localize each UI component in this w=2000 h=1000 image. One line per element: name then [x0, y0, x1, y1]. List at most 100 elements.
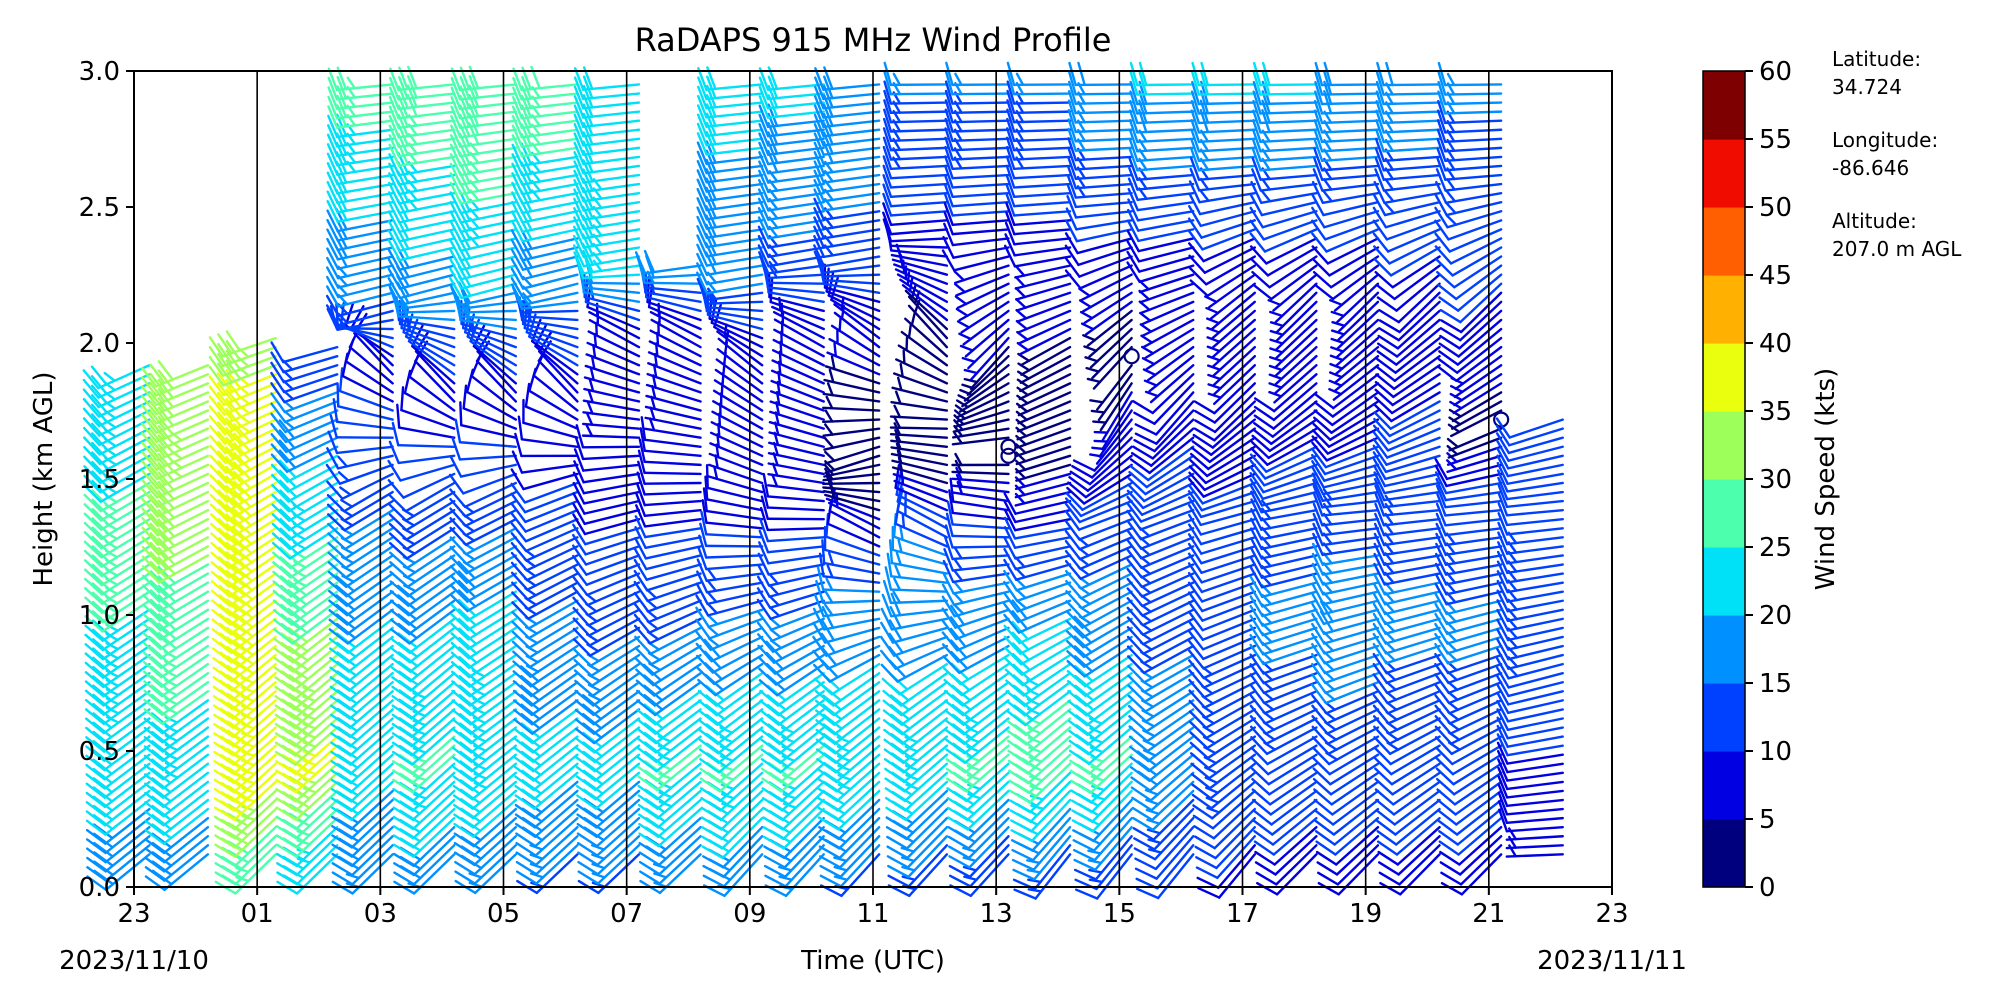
wind-barb — [1375, 264, 1441, 301]
wind-barb — [141, 563, 210, 594]
wind-barb — [758, 251, 825, 275]
wind-barb — [1250, 436, 1318, 466]
wind-barb — [1065, 572, 1133, 600]
altitude-label: Altitude: — [1832, 209, 1917, 233]
wind-barb — [1014, 463, 1072, 482]
wind-barb — [515, 844, 579, 885]
wind-barb — [1187, 533, 1257, 555]
x-axis: 23 01 03 05 07 09 11 13 15 17 19 21 23 — [117, 887, 1629, 929]
wind-barb — [1206, 318, 1257, 359]
wind-barb — [1497, 758, 1564, 782]
wind-barb — [957, 373, 1010, 408]
wind-barb — [1012, 835, 1072, 881]
wind-barb — [143, 690, 210, 726]
wind-barb — [328, 617, 394, 655]
wind-barb — [517, 415, 579, 448]
wind-barb — [82, 391, 151, 418]
wind-barb — [1126, 508, 1195, 531]
wind-barb — [85, 753, 151, 790]
wind-barb — [1435, 512, 1503, 537]
wind-barb — [1195, 825, 1257, 870]
wind-barb — [585, 344, 641, 376]
wind-barb — [698, 690, 764, 726]
wind-barb — [141, 518, 210, 546]
wind-barb — [1005, 211, 1072, 236]
wind-barb — [1375, 345, 1441, 382]
wind-barb — [823, 436, 881, 451]
wind-barb — [1067, 672, 1133, 707]
wind-barb — [328, 581, 394, 617]
wind-barb — [823, 525, 881, 566]
wind-barb — [891, 376, 949, 403]
wind-barb — [575, 735, 641, 773]
y-tick-label: 1.0 — [79, 601, 120, 631]
wind-barb — [1251, 771, 1318, 806]
wind-barb — [889, 422, 949, 439]
wind-barb — [575, 717, 641, 754]
wind-barb — [635, 504, 702, 528]
wind-barb — [325, 463, 394, 485]
wind-barb — [647, 352, 702, 385]
wind-barb — [396, 403, 456, 439]
wind-barb — [822, 467, 881, 482]
wind-barb — [1131, 373, 1195, 415]
wind-barb — [1015, 309, 1072, 334]
wind-barb — [1372, 219, 1441, 241]
wind-barb — [142, 590, 210, 622]
wind-barb — [1249, 206, 1318, 229]
wind-barb — [890, 442, 949, 467]
wind-barb — [1066, 635, 1133, 668]
wind-barb — [1065, 563, 1133, 590]
wind-barb — [759, 699, 825, 736]
colorbar-tick-label: 0 — [1759, 873, 1776, 903]
wind-barb — [813, 250, 881, 275]
wind-barb — [1373, 391, 1441, 423]
wind-barb — [1126, 499, 1195, 523]
wind-barb — [1249, 708, 1318, 735]
wind-barb — [584, 355, 641, 385]
wind-barb — [1250, 427, 1318, 460]
wind-barb — [1187, 542, 1257, 565]
wind-barb — [1188, 472, 1257, 498]
wind-barb — [814, 75, 881, 101]
wind-barb — [142, 608, 210, 641]
wind-barb — [1188, 454, 1257, 485]
wind-barb — [1311, 460, 1380, 482]
wind-barb — [210, 536, 277, 570]
wind-barb — [1133, 409, 1195, 453]
wind-barb — [1064, 232, 1133, 255]
wind-barb — [1249, 445, 1318, 473]
wind-barb — [1014, 454, 1072, 474]
wind-barb — [1497, 791, 1564, 816]
wind-barb — [882, 699, 949, 736]
wind-barb — [511, 161, 579, 186]
wind-barb — [513, 735, 579, 773]
wind-barb — [1187, 644, 1257, 670]
wind-barb — [1129, 445, 1195, 482]
wind-barb — [901, 277, 949, 322]
wind-barb — [515, 825, 579, 867]
wind-barb — [815, 690, 881, 726]
wind-barb — [756, 617, 825, 642]
wind-barb — [144, 807, 210, 845]
wind-barb — [450, 93, 518, 120]
wind-barb — [573, 196, 641, 221]
wind-barb — [1126, 590, 1195, 617]
wind-barb — [1134, 835, 1195, 880]
wind-barb — [1078, 282, 1133, 313]
wind-barb — [273, 599, 339, 636]
wind-barb — [208, 349, 277, 377]
wind-barb — [944, 164, 1010, 189]
wind-barb — [1376, 327, 1441, 366]
wind-barb — [1188, 463, 1257, 491]
wind-barb — [1253, 816, 1318, 856]
wind-barb — [1068, 454, 1133, 492]
wind-barb — [140, 360, 210, 388]
wind-barb — [695, 594, 764, 617]
wind-barb — [1376, 807, 1441, 846]
wind-barb — [140, 369, 210, 397]
wind-barb — [273, 635, 339, 673]
wind-barb — [1314, 71, 1380, 96]
wind-barb — [1374, 382, 1441, 415]
wind-barb — [1440, 844, 1503, 886]
